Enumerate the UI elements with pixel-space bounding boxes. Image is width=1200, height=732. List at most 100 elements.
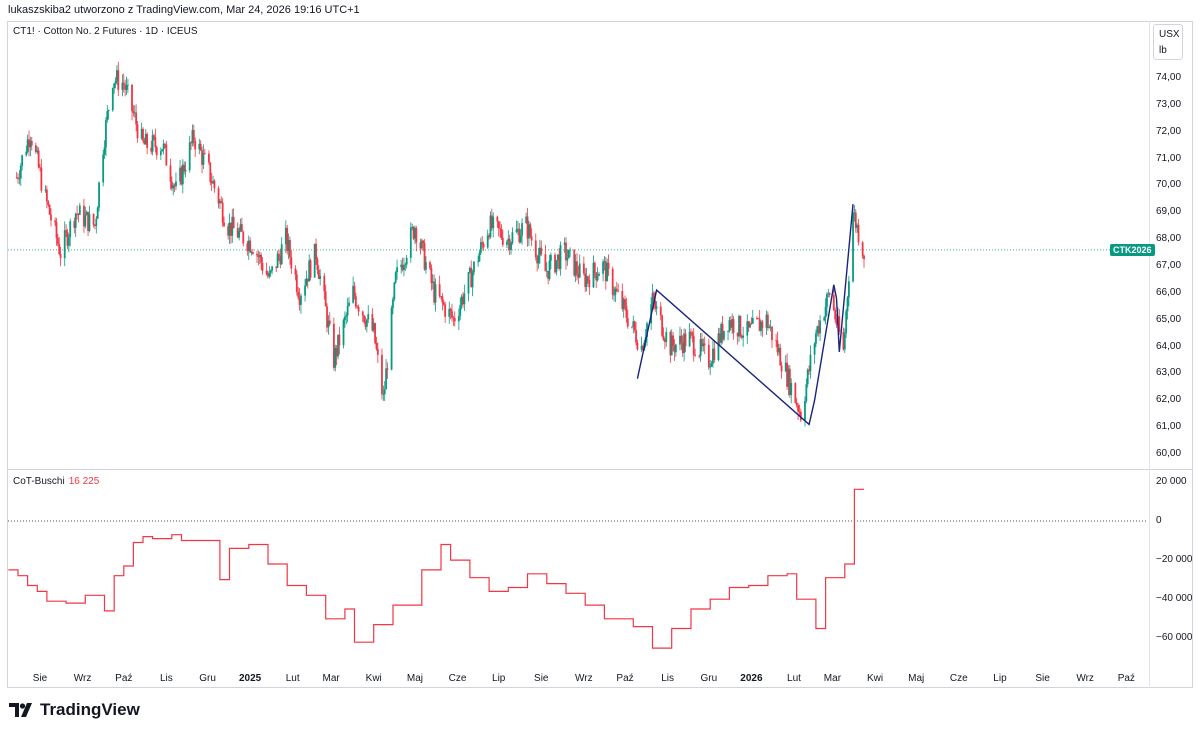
candle-down xyxy=(48,204,51,215)
price-tick-label: 71,00 xyxy=(1156,152,1182,164)
pattern-line xyxy=(636,204,854,426)
candle-up xyxy=(300,295,302,305)
candle-up xyxy=(670,335,673,356)
candle-down xyxy=(453,318,456,322)
candle-up xyxy=(665,332,668,342)
candle-up xyxy=(313,243,316,278)
candle-up xyxy=(769,326,772,328)
indicator-tick-label: −60 000 xyxy=(1156,632,1193,644)
candle-down xyxy=(729,320,732,328)
candle-up xyxy=(843,333,846,350)
candle-down xyxy=(817,326,820,334)
indicator-tick-label: −20 000 xyxy=(1156,554,1193,566)
pane-separator[interactable] xyxy=(7,469,1193,470)
candle-down xyxy=(412,226,415,239)
candle-down xyxy=(587,276,589,280)
candle-up xyxy=(566,258,569,261)
candle-down xyxy=(621,290,624,310)
candle-up xyxy=(36,150,39,152)
candle-down xyxy=(501,237,504,245)
candle-up xyxy=(191,130,194,144)
candle-down xyxy=(854,212,857,228)
candle-down xyxy=(374,323,376,344)
candle-up xyxy=(102,154,105,183)
candle-down xyxy=(58,243,61,255)
candle-down xyxy=(863,255,865,260)
candle-up xyxy=(385,368,387,390)
candle-down xyxy=(87,211,89,231)
candle-down xyxy=(680,335,683,343)
candle-up xyxy=(184,170,187,172)
candle-down xyxy=(721,323,724,340)
candle-down xyxy=(150,147,153,152)
candle-up xyxy=(556,254,559,261)
candle-down xyxy=(155,147,158,156)
candle-up xyxy=(121,82,124,90)
time-tick-label: Cze xyxy=(949,673,968,684)
candle-up xyxy=(787,368,790,387)
chart-caption: lukaszskiba2 utworzono z TradingView.com… xyxy=(8,4,360,16)
time-tick-label: 2025 xyxy=(238,673,262,684)
candle-down xyxy=(65,230,67,232)
indicator-legend[interactable]: CoT-Buschi 16 225 xyxy=(13,476,99,487)
candle-up xyxy=(69,221,72,238)
candle-down xyxy=(669,332,672,356)
symbol-title[interactable]: CT1! · Cotton No. 2 Futures · 1D · ICEUS xyxy=(13,26,198,37)
candle-down xyxy=(530,236,533,241)
candle-down xyxy=(317,269,320,279)
candle-down xyxy=(625,305,628,319)
candle-down xyxy=(290,257,293,269)
candle-down xyxy=(577,273,580,278)
candle-down xyxy=(499,228,501,230)
candle-down xyxy=(554,254,556,273)
candle-down xyxy=(470,267,473,288)
candle-down xyxy=(672,335,675,346)
candle-down xyxy=(423,243,426,270)
indicator-tick-label: −40 000 xyxy=(1156,593,1193,605)
candle-up xyxy=(113,83,116,89)
candle-up xyxy=(710,363,713,367)
indicator-value: 16 225 xyxy=(68,476,100,487)
candle-down xyxy=(635,329,637,343)
candle-down xyxy=(286,227,289,252)
measure-unit: lb xyxy=(1159,45,1167,56)
candle-up xyxy=(67,237,70,246)
time-tick-label: Cze xyxy=(448,673,467,684)
time-tick-label: Lip xyxy=(492,673,506,684)
candle-up xyxy=(549,254,552,261)
candle-up xyxy=(287,240,290,252)
candle-down xyxy=(297,291,300,298)
candle-up xyxy=(790,382,793,395)
candle-down xyxy=(795,402,798,406)
candle-down xyxy=(55,221,58,238)
tradingview-logo-icon xyxy=(9,703,32,717)
candle-down xyxy=(462,296,464,305)
candle-down xyxy=(832,294,835,310)
candle-up xyxy=(133,112,136,114)
candle-up xyxy=(198,143,201,150)
candle-up xyxy=(159,151,162,156)
candle-down xyxy=(636,342,639,350)
candle-up xyxy=(709,366,712,368)
candle-down xyxy=(576,261,578,274)
time-tick-label: Wrz xyxy=(73,673,92,684)
candle-down xyxy=(775,340,778,341)
candle-up xyxy=(305,278,308,286)
unit-selector[interactable]: USX lb xyxy=(1153,24,1183,60)
candle-down xyxy=(356,306,359,308)
candle-up xyxy=(74,213,77,228)
candle-down xyxy=(835,319,838,325)
indicator-tick-label: 0 xyxy=(1156,515,1162,526)
candle-down xyxy=(654,300,657,309)
candle-up xyxy=(720,323,723,343)
candle-up xyxy=(606,262,609,282)
candle-up xyxy=(510,243,512,250)
time-tick-label: Kwi xyxy=(365,673,382,684)
candle-down xyxy=(357,307,360,312)
candle-up xyxy=(614,288,617,295)
candle-down xyxy=(94,224,96,226)
candle-down xyxy=(732,319,735,333)
candle-up xyxy=(683,333,686,354)
candle-up xyxy=(96,207,99,219)
